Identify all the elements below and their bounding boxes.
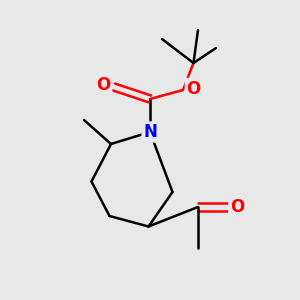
Text: O: O — [96, 76, 111, 94]
Text: O: O — [230, 198, 244, 216]
Text: O: O — [186, 80, 201, 98]
Text: N: N — [143, 123, 157, 141]
